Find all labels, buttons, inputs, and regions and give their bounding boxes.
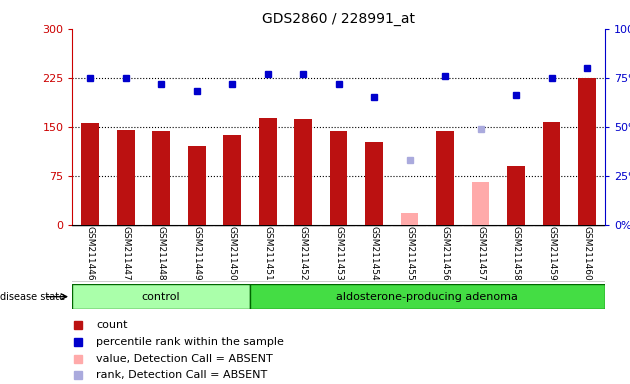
Text: disease state: disease state [0,291,65,302]
Bar [472,182,490,225]
Text: GSM211447: GSM211447 [121,227,130,281]
Text: GSM211459: GSM211459 [547,227,556,281]
Bar [436,131,454,225]
Bar [578,78,596,225]
Text: GSM211460: GSM211460 [583,227,592,281]
Text: percentile rank within the sample: percentile rank within the sample [96,337,284,347]
Text: GSM211455: GSM211455 [405,227,414,281]
Bar [329,131,348,225]
Bar [72,284,250,309]
Text: count: count [96,320,128,330]
Bar [507,166,525,225]
Bar [223,134,241,225]
Bar [188,146,205,225]
Text: rank, Detection Call = ABSENT: rank, Detection Call = ABSENT [96,371,268,381]
Text: GSM211448: GSM211448 [157,227,166,281]
Text: GSM211446: GSM211446 [86,227,94,281]
Bar [152,131,170,225]
Bar [81,124,99,225]
Text: control: control [142,291,180,302]
Text: aldosterone-producing adenoma: aldosterone-producing adenoma [336,291,518,302]
Bar [401,213,418,225]
Text: GSM211454: GSM211454 [370,227,379,281]
Text: GSM211458: GSM211458 [512,227,520,281]
Text: GSM211456: GSM211456 [440,227,450,281]
Bar [117,130,135,225]
Bar [250,284,605,309]
Bar [294,119,312,225]
Text: GSM211457: GSM211457 [476,227,485,281]
Bar [542,122,561,225]
Title: GDS2860 / 228991_at: GDS2860 / 228991_at [262,12,415,26]
Text: GSM211453: GSM211453 [334,227,343,281]
Text: GSM211452: GSM211452 [299,227,307,281]
Bar [365,142,383,225]
Text: GSM211451: GSM211451 [263,227,272,281]
Text: GSM211449: GSM211449 [192,227,201,281]
Bar [259,118,277,225]
Text: GSM211450: GSM211450 [227,227,237,281]
Text: value, Detection Call = ABSENT: value, Detection Call = ABSENT [96,354,273,364]
